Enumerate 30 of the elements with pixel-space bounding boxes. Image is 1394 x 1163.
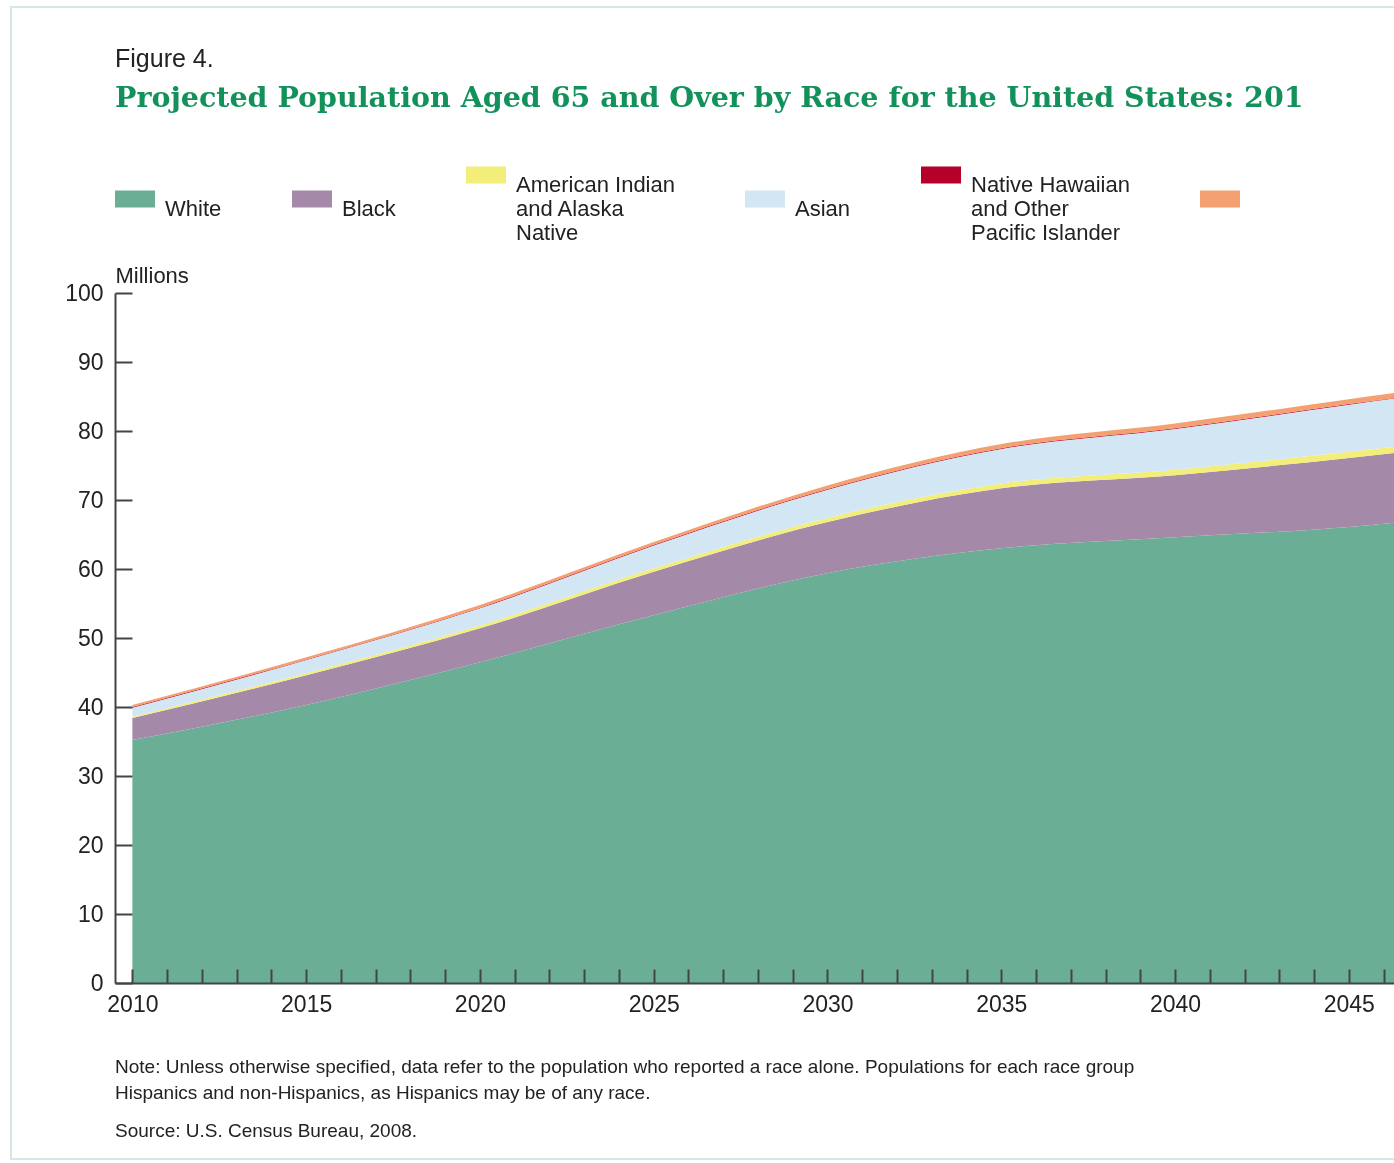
y-tick-label: 70 <box>77 486 104 513</box>
legend-label: Asian <box>795 196 851 221</box>
source-note: Source: U.S. Census Bureau, 2008. <box>115 1120 418 1142</box>
y-tick-label: 40 <box>77 693 104 720</box>
y-tick-label: 20 <box>77 831 104 858</box>
y-tick-label: 10 <box>77 900 104 927</box>
y-tick-label: 50 <box>77 624 104 651</box>
x-tick-label: 2030 <box>802 990 854 1017</box>
legend-label: White <box>165 196 222 221</box>
chart-title: Projected Population Aged 65 and Over by Race for the United States: 201 <box>115 80 1304 114</box>
legend-label: American Indian and Alaska Native <box>516 172 675 245</box>
y-tick-label: 0 <box>90 969 104 996</box>
legend-label: Black <box>342 196 397 221</box>
y-tick-label: 80 <box>77 417 104 444</box>
text: Hispanics and non-Hispanics, as Hispanics may be of any race. <box>115 1082 651 1104</box>
x-tick-label: 2045 <box>1323 990 1375 1017</box>
y-axis-title: Millions <box>115 262 189 288</box>
x-tick-label: 2040 <box>1149 990 1202 1017</box>
y-tick-label: 90 <box>77 348 104 375</box>
x-tick-label: 2015 <box>281 990 333 1017</box>
chart-subtitle: Figure 4. <box>115 44 214 73</box>
x-tick-label: 2035 <box>976 990 1028 1017</box>
x-tick-label: 2010 <box>107 990 159 1017</box>
y-tick-label: 30 <box>77 762 104 789</box>
text: Note: Unless otherwise specified, data refer to the population who reported a race alone. Populations for each race group <box>115 1056 1135 1078</box>
y-tick-label: 60 <box>77 555 104 582</box>
legend-label: Native Hawaiian and Other Pacific Islander <box>971 172 1130 245</box>
x-tick-label: 2020 <box>454 990 507 1017</box>
y-tick-label: 100 <box>65 279 104 306</box>
x-tick-label: 2025 <box>628 990 680 1017</box>
